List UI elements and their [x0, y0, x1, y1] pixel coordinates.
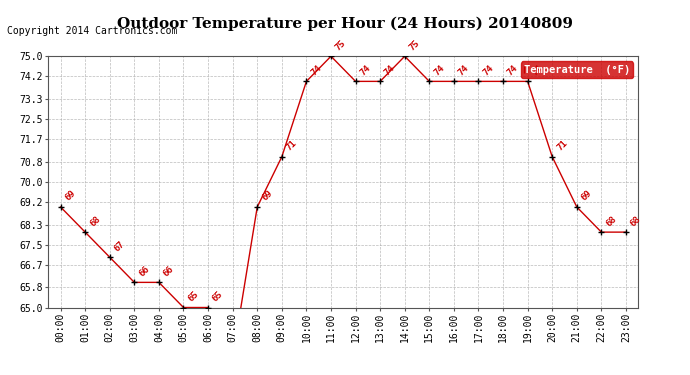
Text: 68: 68 — [88, 214, 102, 228]
Text: 71: 71 — [284, 139, 299, 153]
Text: 69: 69 — [580, 189, 593, 203]
Text: 69: 69 — [260, 189, 274, 203]
Text: 68: 68 — [604, 214, 618, 228]
Text: 75: 75 — [334, 38, 348, 52]
Text: Outdoor Temperature per Hour (24 Hours) 20140809: Outdoor Temperature per Hour (24 Hours) … — [117, 17, 573, 31]
Text: 71: 71 — [555, 139, 569, 153]
Text: 63: 63 — [0, 374, 1, 375]
Text: 74: 74 — [358, 63, 373, 77]
Text: 65: 65 — [186, 290, 200, 303]
Text: 74: 74 — [383, 63, 397, 77]
Legend: Temperature  (°F): Temperature (°F) — [520, 62, 633, 78]
Text: 69: 69 — [63, 189, 77, 203]
Text: 74: 74 — [457, 63, 471, 77]
Text: 74: 74 — [432, 63, 446, 77]
Text: 74: 74 — [309, 63, 323, 77]
Text: 74: 74 — [531, 63, 544, 77]
Text: 66: 66 — [161, 264, 176, 278]
Text: 74: 74 — [506, 63, 520, 77]
Text: 74: 74 — [481, 63, 495, 77]
Text: 66: 66 — [137, 264, 151, 278]
Text: 65: 65 — [211, 290, 225, 303]
Text: Copyright 2014 Cartronics.com: Copyright 2014 Cartronics.com — [7, 26, 177, 36]
Text: 67: 67 — [112, 239, 126, 253]
Text: 68: 68 — [629, 214, 642, 228]
Text: 75: 75 — [408, 38, 422, 52]
